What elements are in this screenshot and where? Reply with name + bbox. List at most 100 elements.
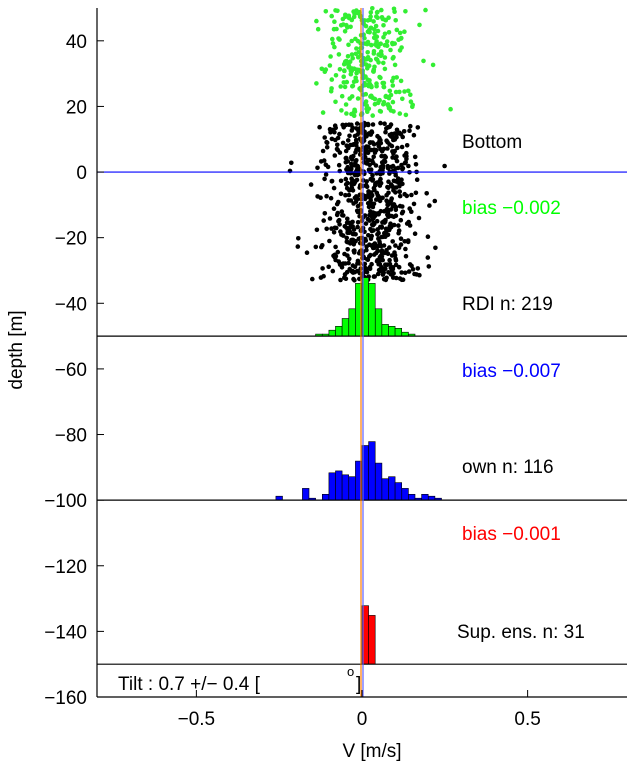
black-scatter-point — [340, 212, 345, 218]
green-scatter-point — [346, 13, 352, 19]
black-scatter-point — [329, 178, 335, 184]
green-scatter-point — [349, 38, 355, 44]
green-scatter-point — [354, 70, 359, 76]
black-scatter-point — [362, 213, 368, 218]
black-scatter-point — [388, 122, 394, 127]
black-scatter-point — [329, 136, 335, 142]
green-scatter-point — [381, 80, 387, 86]
green-scatter-point — [354, 78, 359, 84]
black-scatter-point — [342, 272, 348, 277]
green-scatter-point — [410, 102, 416, 108]
black-scatter-point — [391, 202, 397, 207]
black-scatter-point — [397, 203, 403, 209]
black-scatter-point — [352, 248, 357, 253]
black-scatter-point — [320, 148, 326, 154]
black-scatter-point — [315, 165, 320, 171]
black-scatter-point — [403, 160, 409, 165]
y-tick-label: −100 — [44, 491, 87, 512]
black-scatter-point — [324, 145, 330, 150]
black-scatter-point — [388, 198, 394, 204]
histogram-bar — [328, 329, 336, 337]
black-scatter-point — [370, 122, 376, 127]
black-scatter-point — [348, 142, 353, 148]
green-scatter-point — [368, 10, 374, 15]
green-scatter-point — [357, 14, 363, 20]
histogram-bar — [341, 318, 350, 337]
black-scatter-point — [413, 162, 419, 167]
black-scatter-point — [362, 155, 368, 160]
histogram-bar — [348, 308, 356, 337]
green-scatter-point — [319, 66, 325, 72]
black-scatter-point — [323, 172, 329, 177]
black-scatter-point — [369, 158, 375, 163]
green-scatter-point — [376, 52, 381, 57]
black-scatter-point — [406, 269, 412, 274]
black-scatter-point-group — [287, 120, 447, 178]
green-scatter-point — [367, 78, 372, 83]
black-scatter-point — [398, 236, 404, 241]
y-tick-label: −140 — [44, 622, 87, 643]
rdi-n-label: RDI n: 219 — [462, 294, 553, 315]
black-scatter-point — [340, 122, 346, 128]
green-scatter-point — [355, 96, 361, 101]
green-scatter-point — [363, 91, 369, 97]
black-scatter-point — [331, 206, 337, 211]
black-scatter-point — [411, 201, 417, 207]
y-tick-label: −60 — [55, 360, 87, 381]
histogram-bar — [368, 615, 376, 665]
black-scatter-point — [384, 247, 389, 253]
black-scatter-point — [320, 266, 325, 271]
black-scatter-point — [409, 209, 414, 214]
histogram-bar — [302, 488, 310, 501]
green-scatter-point — [372, 31, 377, 36]
black-scatter-point — [304, 250, 310, 255]
green-scatter-point — [379, 14, 385, 20]
black-scatter-point — [393, 172, 399, 178]
black-scatter-point — [377, 183, 383, 188]
black-scatter-point — [384, 192, 389, 198]
black-scatter-point — [425, 255, 431, 260]
green-scatter-point — [399, 35, 404, 41]
black-scatter-point — [343, 192, 348, 198]
black-scatter-point — [352, 264, 358, 270]
black-scatter-point — [341, 261, 346, 266]
green-scatter-point — [330, 41, 336, 46]
black-scatter-point — [375, 232, 380, 237]
green-scatter-point — [388, 47, 393, 53]
black-scatter-point — [319, 244, 324, 250]
black-scatter-point — [354, 158, 359, 163]
black-scatter-point — [386, 179, 391, 184]
black-scatter-point — [351, 201, 356, 206]
green-scatter-point — [362, 82, 368, 88]
black-scatter-point — [381, 209, 387, 214]
black-scatter-point — [406, 219, 412, 225]
black-scatter-point — [344, 143, 350, 148]
x-axis-label: V [m/s] — [342, 741, 401, 762]
green-scatter-point — [353, 36, 358, 42]
black-scatter-point — [383, 229, 389, 235]
black-scatter-point — [395, 145, 400, 151]
black-scatter-point — [346, 192, 352, 198]
black-scatter-point — [405, 238, 411, 243]
black-scatter-point — [380, 195, 385, 201]
green-scatter-point — [346, 42, 351, 48]
green-scatter-point — [354, 46, 359, 51]
black-scatter-point — [402, 239, 408, 244]
black-scatter-point — [345, 247, 351, 252]
green-scatter-point — [377, 74, 382, 80]
black-scatter-point — [343, 176, 349, 182]
black-scatter-point — [333, 253, 339, 259]
black-scatter-point — [361, 160, 367, 165]
black-scatter-point — [393, 179, 398, 184]
black-scatter-point — [371, 185, 377, 191]
green-scatter-point — [349, 94, 355, 99]
green-scatter-point — [386, 15, 391, 20]
black-scatter-point — [399, 210, 405, 216]
green-scatter-point — [344, 79, 350, 85]
black-scatter-point — [378, 176, 383, 182]
bottom-label: Bottom — [462, 132, 522, 153]
green-scatter-point — [373, 42, 378, 47]
black-scatter-point — [367, 162, 373, 168]
black-scatter-point — [385, 202, 390, 208]
green-scatter-point — [423, 7, 428, 13]
